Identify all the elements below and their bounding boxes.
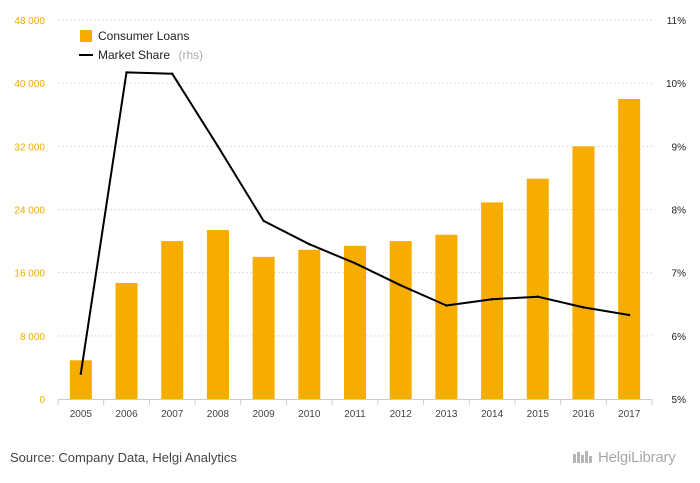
bar-2016 [572,146,595,399]
y-right-tick-label: 11% [667,16,686,27]
y-left-tick-label: 48 000 [14,16,45,27]
line-point-2006 [125,71,128,74]
brand-text: HelgiLibrary [598,449,676,466]
line-point-2013 [445,304,448,307]
source-note: Source: Company Data, Helgi Analytics [10,450,237,465]
bar-2015 [526,178,549,399]
y-left-tick-label: 32 000 [14,142,45,153]
brand-logo: HelgiLibrary [572,449,676,466]
legend-swatch-consumer-loans [80,30,92,42]
y-right-tick-label: 5% [672,395,687,406]
bar-2014 [481,202,504,399]
x-tick-label: 2007 [161,409,184,420]
bar-2017 [618,98,641,399]
bar-series-consumer-loans [69,98,641,399]
y-left-tick-label: 24 000 [14,206,45,217]
line-point-2016 [582,306,585,309]
line-point-2014 [490,297,494,301]
y-left-tick-label: 8 000 [20,332,45,343]
line-point-2005 [79,372,83,375]
library-icon [573,451,592,463]
x-tick-label: 2009 [252,409,275,420]
y-left-tick-label: 16 000 [14,269,45,280]
axes: 0 8 000 16 000 24 000 32 000 40 000 48 000 5% 6%… [14,16,686,420]
bar-2013 [435,234,458,399]
bar-2009 [252,256,275,399]
legend-text-market-share: Market Share [98,48,170,62]
legend: Consumer Loans Market Share (rhs) [79,29,203,63]
legend-label-market-share: Market Share (rhs) [98,46,203,63]
x-tick-label: 2008 [207,409,230,420]
bar-2006 [115,282,138,399]
x-tick-label: 2010 [298,409,321,420]
legend-note-rhs: (rhs) [178,48,203,62]
x-tick-label: 2013 [435,409,458,420]
line-point-2010 [308,243,311,246]
x-tick-label: 2015 [527,409,550,420]
combo-chart: 0 8 000 16 000 24 000 32 000 40 000 48 000 5% 6%… [14,16,686,420]
line-point-2007 [171,72,174,75]
bar-2005 [69,360,92,399]
x-tick-label: 2005 [70,409,93,420]
y-right-tick-label: 6% [672,332,687,343]
bar-2007 [161,241,184,399]
bar-2011 [344,245,366,399]
x-tick-label: 2014 [481,409,504,420]
x-tick-label: 2011 [344,409,366,420]
y-left-tick-label: 0 [39,395,45,406]
bar-2008 [206,230,229,399]
line-point-2009 [262,219,265,223]
line-series-market-share [79,71,631,375]
y-right-tick-label: 7% [672,269,687,280]
y-right-tick-label: 9% [672,142,687,153]
y-right-tick-label: 10% [666,79,686,90]
line-point-2015 [536,295,539,298]
legend-label-consumer-loans: Consumer Loans [98,29,189,43]
bar-2012 [389,241,412,399]
x-tick-label: 2012 [390,409,413,420]
bar-2010 [298,249,321,399]
y-right-tick-label: 8% [672,206,687,217]
line-point-2017 [627,313,631,317]
x-tick-label: 2017 [618,409,641,420]
line-point-2011 [353,261,357,265]
line-point-2008 [216,145,220,148]
x-tick-label: 2006 [115,409,138,420]
line-point-2012 [399,284,402,287]
x-tick-label: 2016 [572,409,595,420]
y-left-tick-label: 40 000 [14,79,45,90]
